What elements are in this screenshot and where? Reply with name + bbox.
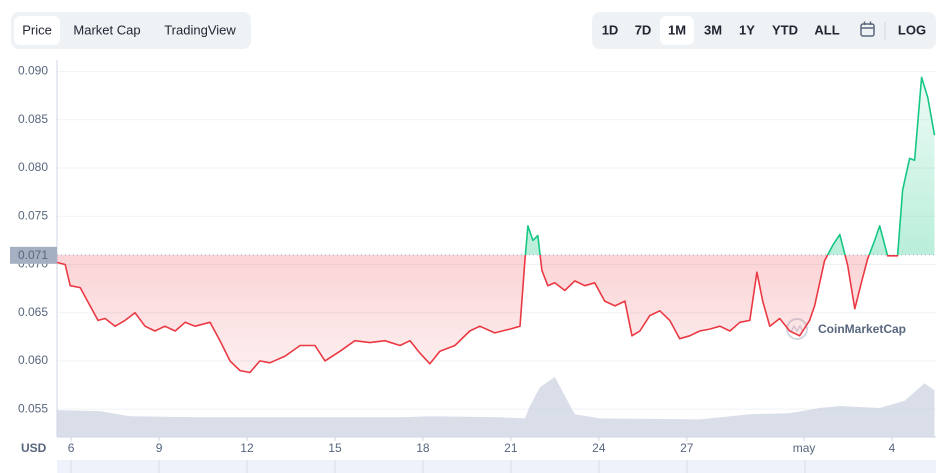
tab-group bbox=[11, 12, 251, 49]
navigator-lines bbox=[70, 460, 806, 473]
tab[interactable]: Market Cap bbox=[73, 22, 140, 37]
x-tick-label: 6 bbox=[68, 441, 75, 455]
y-tick-label: 0.085 bbox=[18, 112, 48, 126]
x-tick-label: 18 bbox=[416, 441, 430, 455]
range-button[interactable]: 1M bbox=[668, 22, 686, 37]
reference-label-box bbox=[10, 246, 57, 264]
x-tick-label: 12 bbox=[240, 441, 254, 455]
range-button[interactable]: 7D bbox=[635, 22, 652, 37]
x-tick-label: 24 bbox=[592, 441, 606, 455]
y-tick-label: 0.055 bbox=[18, 401, 48, 415]
range-button[interactable]: 3M bbox=[704, 22, 722, 37]
range-button[interactable]: YTD bbox=[772, 22, 798, 37]
tab[interactable]: Price bbox=[22, 22, 52, 37]
currency-label: USD bbox=[21, 441, 47, 455]
calendar-icon[interactable] bbox=[860, 21, 875, 37]
watermark: CoinMarketCap bbox=[818, 322, 906, 336]
x-tick-label: 4 bbox=[889, 441, 896, 455]
x-tick-label: may bbox=[793, 441, 816, 455]
range-button[interactable]: ALL bbox=[814, 22, 839, 37]
log-button[interactable]: LOG bbox=[898, 22, 926, 37]
y-tick-label: 0.080 bbox=[18, 160, 48, 174]
x-tick-label: 21 bbox=[504, 441, 518, 455]
range-button[interactable]: 1Y bbox=[739, 22, 755, 37]
active-range bbox=[660, 16, 694, 45]
volume-area bbox=[57, 377, 935, 437]
navigator[interactable] bbox=[57, 460, 936, 473]
range-button[interactable]: 1D bbox=[602, 22, 619, 37]
y-tick-label: 0.065 bbox=[18, 305, 48, 319]
x-tick-label: 27 bbox=[680, 441, 694, 455]
y-tick-label: 0.075 bbox=[18, 208, 48, 222]
active-tab bbox=[14, 16, 60, 45]
x-tick-label: 15 bbox=[328, 441, 342, 455]
y-tick-label: 0.060 bbox=[18, 353, 48, 367]
y-tick-label: 0.090 bbox=[18, 64, 48, 78]
price-line bbox=[56, 76, 936, 374]
price-area bbox=[57, 77, 935, 373]
x-tick-label: 9 bbox=[156, 441, 163, 455]
tab[interactable]: TradingView bbox=[164, 22, 236, 37]
reference-label: 0.071 bbox=[18, 248, 48, 262]
